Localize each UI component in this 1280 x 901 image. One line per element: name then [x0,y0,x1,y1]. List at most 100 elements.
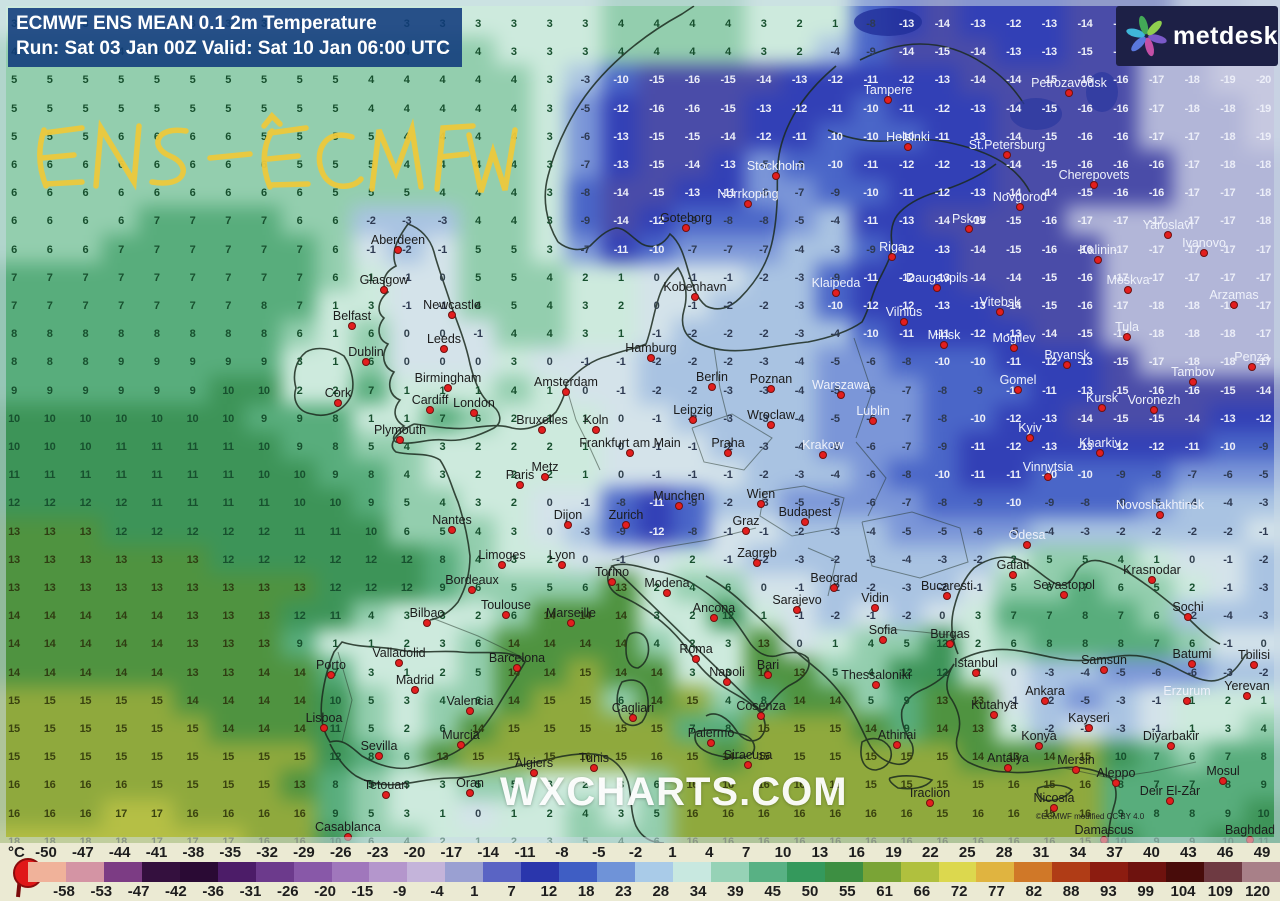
heat-cell [709,93,747,124]
heat-cell [673,93,712,124]
fahrenheit-tick-label: 61 [876,883,893,900]
fahrenheit-tick-label: 109 [1207,883,1233,900]
heat-cell [709,121,747,152]
celsius-tick-label: 7 [741,844,751,861]
fahrenheit-tick-label: -47 [127,883,150,900]
fahrenheit-tick-label: -9 [393,883,407,900]
celsius-tick-label: -47 [72,844,94,861]
heat-cell [744,37,783,68]
heat-cell [66,93,105,124]
heat-cell [673,149,712,181]
temperature-colorbar: °C -50 -47 -44 -41 -38 -35 -32 -29 -26 -23 -20 -17-… [0,843,1280,901]
colorbar-segment [1204,862,1243,882]
colorbar-segment [255,862,295,882]
colorbar-segment [293,862,332,882]
heat-cell [209,65,248,96]
heat-cell [1066,121,1104,152]
colorbar-segment [28,862,67,882]
colorbar-segment [483,862,522,882]
heat-cell [602,65,640,96]
heat-cell [637,65,676,96]
fahrenheit-tick-label: -26 [276,883,299,900]
heat-cell [959,65,997,96]
heat-cell [959,93,997,124]
heat-cell [994,149,1033,181]
heat-cell [744,93,783,124]
heat-cell [280,65,319,96]
fahrenheit-tick-label: -42 [165,883,187,900]
heat-cell [1208,121,1247,152]
heat-cell [1030,65,1069,96]
fahrenheit-tick-label: 120 [1245,883,1271,900]
heat-cell [280,93,319,124]
heat-cell [673,121,712,152]
heat-cell [780,93,819,124]
celsius-tick-label: -20 [403,844,426,861]
heat-cell [173,93,212,124]
fahrenheit-tick-label: -4 [430,883,444,900]
fahrenheit-tick-label: 12 [540,883,558,900]
heat-cell [245,65,283,96]
heat-cell [209,121,248,152]
heat-cell [102,65,140,96]
heat-cell [1066,37,1104,68]
celsius-tick-label: -23 [366,844,389,861]
heat-cell [602,93,640,124]
heat-cell [459,93,497,124]
celsius-tick-label: 16 [848,844,866,861]
heat-cell [780,121,819,152]
metdesk-logo-text: metdesk [1173,21,1278,50]
heat-cell [816,37,854,68]
colorbar-segment [1052,862,1091,882]
heat-cell [709,37,747,68]
heat-cell [709,0,747,40]
heat-cell [1030,149,1069,181]
colorbar-segment [786,862,826,882]
heat-cell [137,93,176,124]
fahrenheit-tick-label: 77 [988,883,1005,900]
heat-cell [494,65,533,96]
heat-cell [1066,149,1104,181]
celsius-tick-label: 1 [668,844,677,861]
heat-cell [102,93,140,124]
wxcharts-watermark: WXCHARTS.COM [500,770,848,814]
colorbar-segment [65,862,105,882]
celsius-tick-label: 49 [1253,844,1271,861]
heat-cell [1208,149,1247,181]
colorbar-segment [635,862,674,882]
heat-cell [566,0,605,40]
heat-cell [673,37,712,68]
celsius-tick-label: -35 [219,844,242,861]
heat-cell [1066,0,1104,40]
celsius-tick-label: -50 [35,844,57,861]
fahrenheit-tick-label: 72 [950,883,968,900]
heat-cell [637,37,676,68]
europe-temperature-map: 333333333333333334444321-8-13-14-13-12-1… [0,0,1280,843]
fahrenheit-tick-label: 99 [1137,883,1155,900]
heat-cell [602,0,640,40]
heat-cell [816,65,854,96]
heat-cell [1137,65,1176,96]
celsius-tick-label: 19 [885,844,902,861]
celsius-tick-label: 10 [774,844,792,861]
celsius-tick-label: -11 [514,844,536,861]
heat-cell [923,149,962,181]
heat-cell [887,93,926,124]
colorbar-segment [1014,862,1053,882]
heat-cell [780,37,819,68]
heat-cell [602,121,640,152]
heat-cell [459,0,497,40]
fahrenheit-tick-label: -15 [351,883,374,900]
heat-cell [566,121,605,152]
colorbar-segment [331,862,370,882]
heat-cell [530,149,569,181]
colorbar-segment [179,862,219,882]
heat-cell [530,93,569,124]
heat-cell [316,65,355,96]
celsius-tick-label: 34 [1069,844,1087,861]
heat-cell [173,65,212,96]
heat-cell [959,37,997,68]
heat-cell [530,65,569,96]
celsius-tick-label: 28 [995,844,1013,861]
